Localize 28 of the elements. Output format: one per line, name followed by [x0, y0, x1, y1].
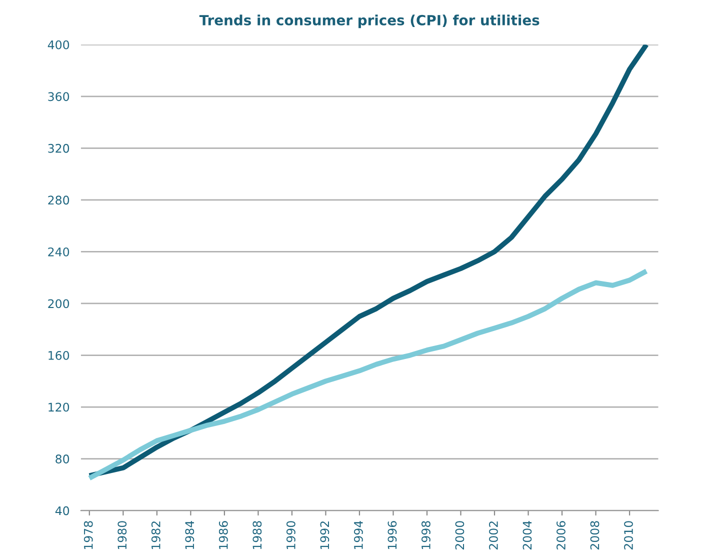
x-tick-label: 1984	[185, 520, 194, 550]
x-tick-label: 1998	[421, 521, 430, 550]
x-tick-label: 2006	[556, 521, 566, 550]
x-tick-label: 2010	[624, 521, 633, 550]
x-tick-label: 1982	[151, 521, 160, 550]
x-tick-label: 2002	[489, 521, 498, 550]
y-tick-label: 40	[55, 506, 70, 516]
x-tick-label: 2004	[522, 520, 532, 550]
x-tick-label: 1988	[252, 521, 262, 550]
x-tick-label: 2008	[590, 521, 600, 550]
y-tick-label: 280	[48, 196, 70, 205]
x-tick-label: 1990	[286, 521, 296, 550]
x-tick-label: 1986	[218, 521, 228, 550]
y-tick-label: 200	[48, 299, 70, 308]
y-tick-label: 120	[48, 402, 70, 412]
chart-title: Trends in consumer prices (CPI) for utilities	[199, 14, 540, 28]
x-tick-label: 1992	[320, 521, 330, 550]
y-tick-label: 400	[48, 40, 70, 50]
y-tick-label: 320	[48, 144, 70, 153]
x-tick-label: 1980	[118, 521, 127, 550]
y-tick-label: 160	[48, 350, 70, 360]
x-tick-label: 1994	[354, 520, 363, 550]
x-tick-label: 1978	[84, 521, 93, 550]
y-tick-label: 360	[48, 92, 70, 102]
y-tick-label: 80	[56, 454, 70, 464]
x-tick-label: 2000	[455, 521, 464, 550]
y-tick-label: 240	[48, 247, 70, 256]
x-tick-label: 1996	[388, 521, 397, 550]
